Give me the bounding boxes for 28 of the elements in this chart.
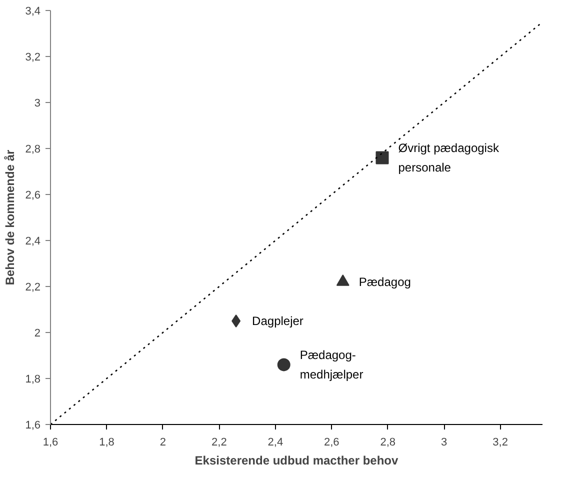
x-tick-label: 2,4 xyxy=(268,436,284,448)
x-tick-label: 2,6 xyxy=(324,436,340,448)
series-label: Øvrigt pædagogisk personale xyxy=(398,140,500,174)
x-tick-label: 2,8 xyxy=(380,436,396,448)
x-tick-label: 2 xyxy=(160,436,166,448)
x-tick-label: 3 xyxy=(441,436,448,448)
x-tick-label: 3,2 xyxy=(492,436,508,448)
y-tick-label: 2,4 xyxy=(25,236,41,248)
y-tick-label: 3 xyxy=(34,98,41,110)
y-tick-label: 1,8 xyxy=(25,374,41,386)
x-tick-label: 1,6 xyxy=(42,436,58,448)
y-tick-label: 2,6 xyxy=(25,190,41,202)
y-tick-label: 3,4 xyxy=(25,6,41,18)
y-axis-title: Behov de kommende år xyxy=(3,149,18,286)
series-label: Pædagog- medhjælper xyxy=(300,348,364,382)
y-tick-label: 2,2 xyxy=(25,282,41,294)
point xyxy=(376,151,389,164)
series-label: Pædagog xyxy=(358,274,411,289)
point xyxy=(277,358,290,372)
point xyxy=(232,314,241,328)
y-tick-label: 3,2 xyxy=(25,52,41,64)
x-tick-label: 1,8 xyxy=(99,436,114,448)
y-tick-label: 2 xyxy=(34,328,41,340)
x-axis-title: Eksisterende udbud macther behov xyxy=(194,454,399,468)
y-tick-label: 1,6 xyxy=(25,420,41,432)
series-label: Dagplejer xyxy=(252,314,304,328)
y-tick-label: 2,8 xyxy=(25,144,41,156)
x-tick-label: 2,2 xyxy=(212,436,227,448)
